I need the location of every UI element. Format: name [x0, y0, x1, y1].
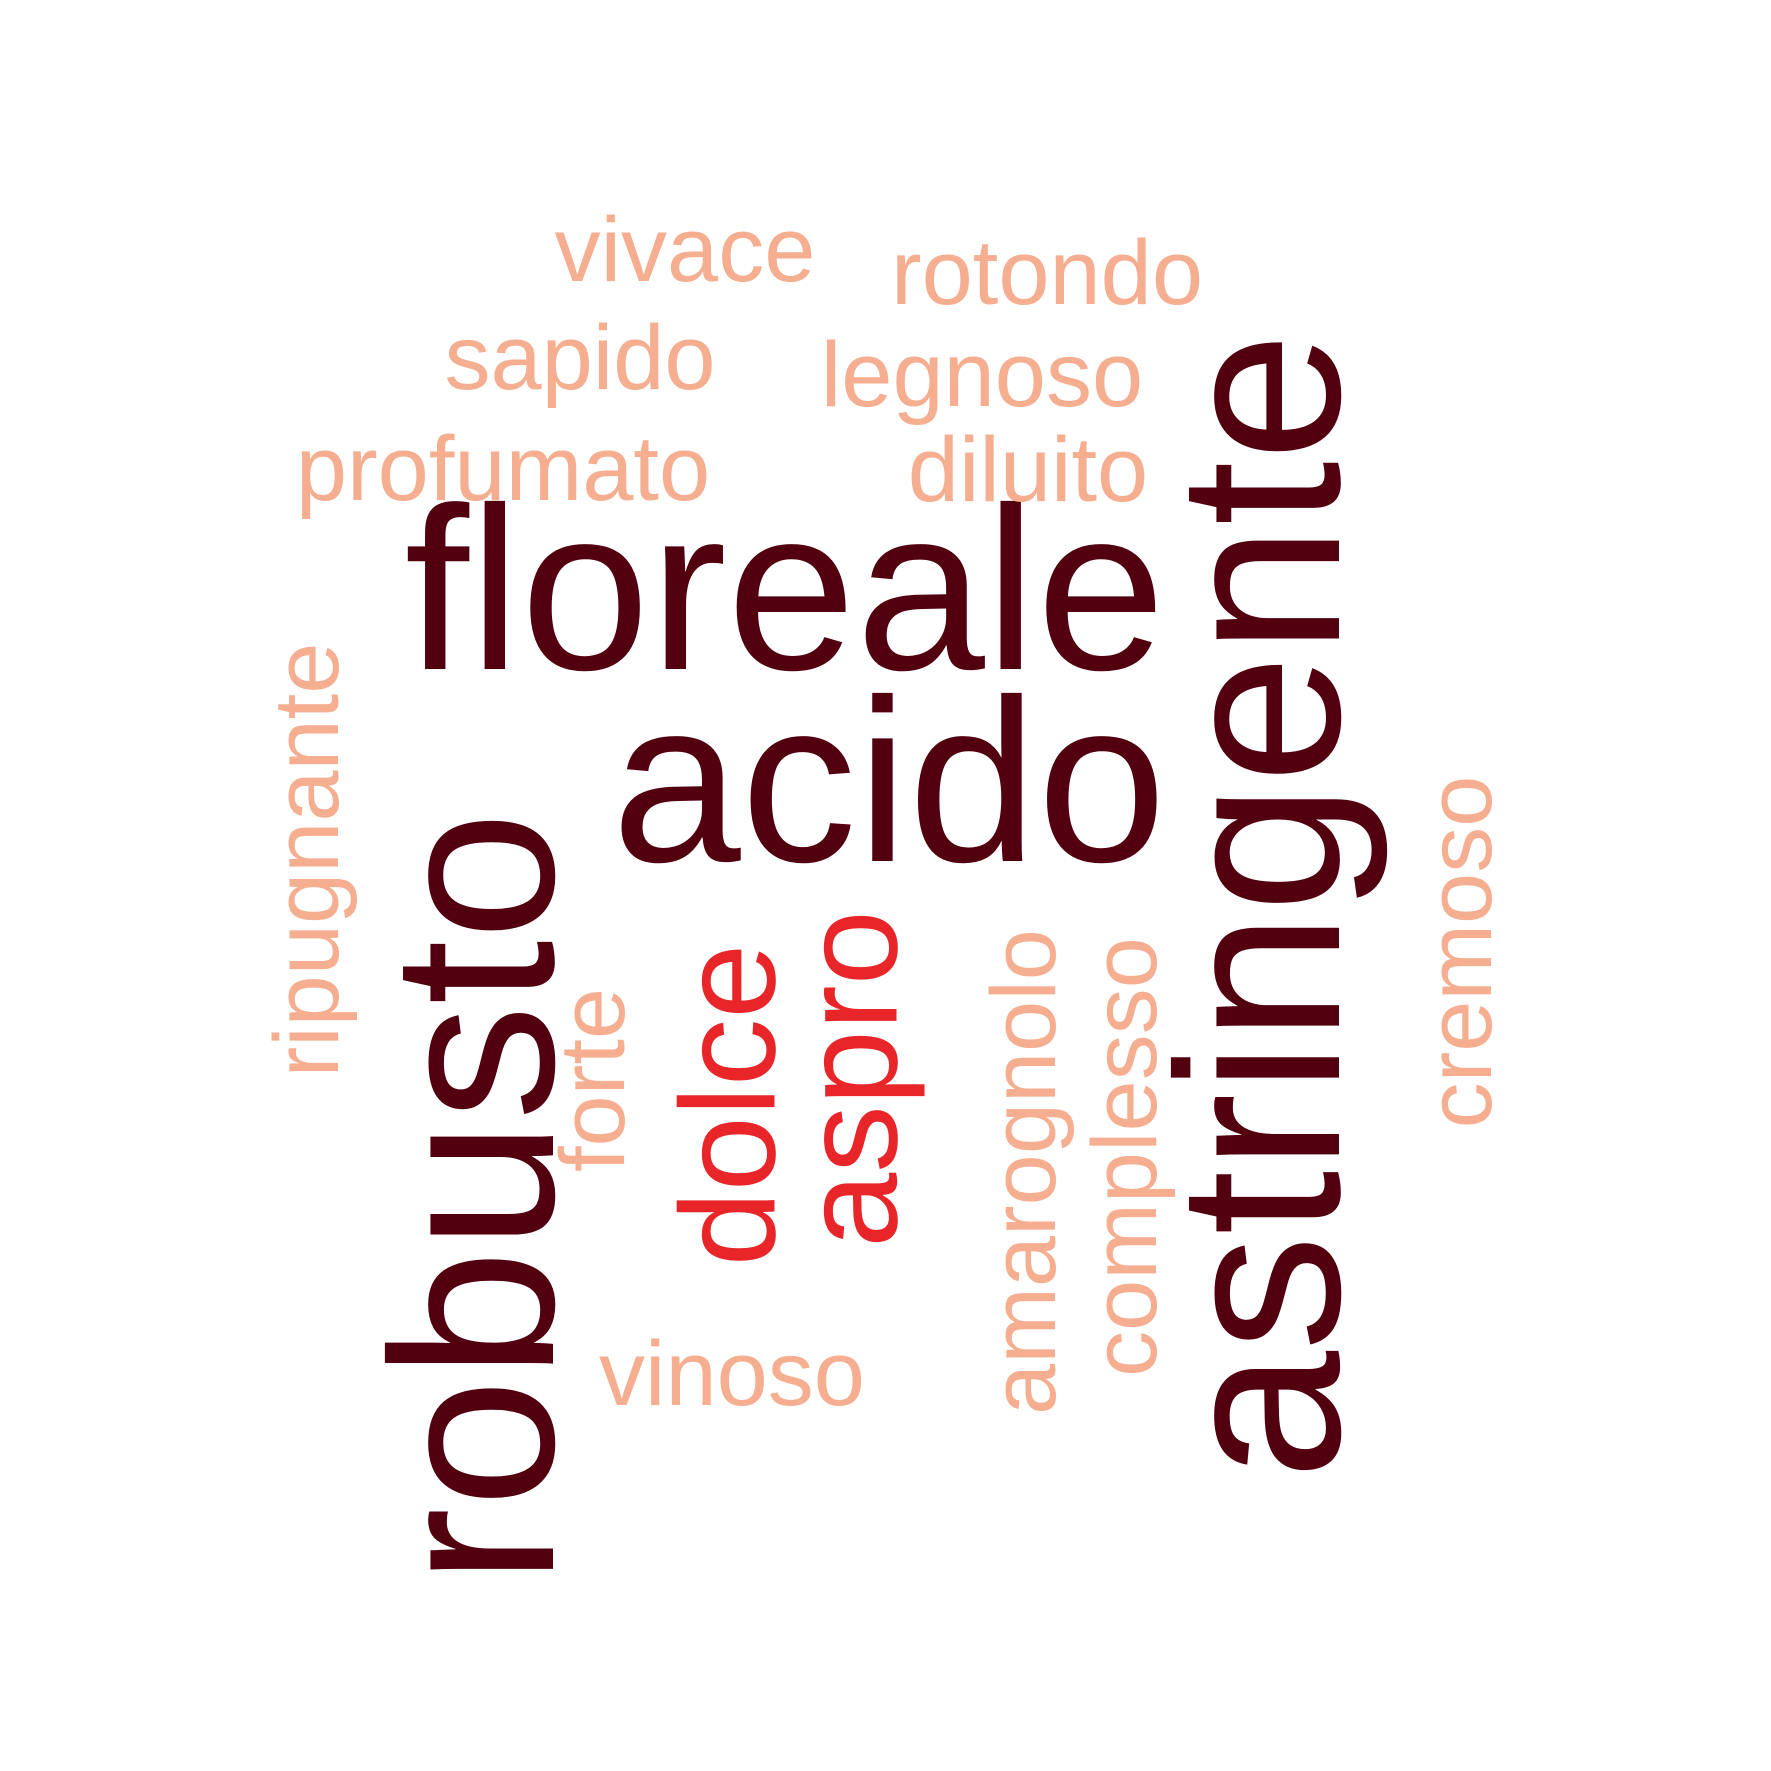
- word-vivace: vivace: [554, 199, 816, 301]
- word-rotondo: rotondo: [890, 222, 1204, 324]
- word-astringente: astringente: [1130, 332, 1389, 1480]
- word-sapido: sapido: [444, 307, 716, 409]
- word-forte: forte: [542, 987, 644, 1173]
- word-diluito: diluito: [907, 419, 1149, 521]
- word-profumato: profumato: [295, 418, 711, 520]
- word-cremoso: cremoso: [1409, 775, 1511, 1129]
- word-complesso: complesso: [1074, 937, 1176, 1377]
- word-legnoso: legnoso: [820, 324, 1144, 426]
- word-ripugnante: ripugnante: [256, 642, 358, 1078]
- word-vinoso: vinoso: [599, 1323, 865, 1425]
- word-amarognolo: amarognolo: [973, 929, 1075, 1415]
- word-floreale: floreale: [404, 460, 1166, 719]
- word-acido: acido: [611, 652, 1167, 911]
- word-robusto: robusto: [344, 811, 603, 1585]
- word-aspro: aspro: [774, 910, 926, 1248]
